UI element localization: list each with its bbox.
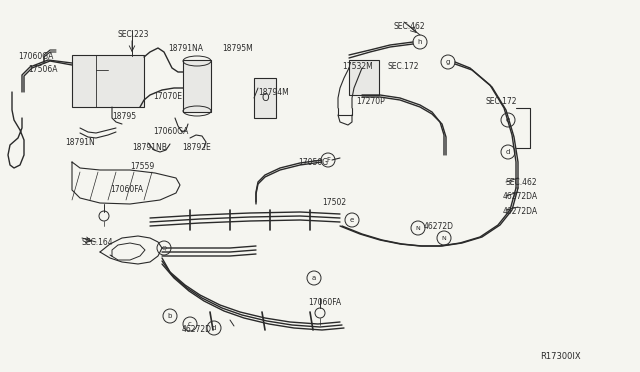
Text: 17270P: 17270P xyxy=(356,97,385,106)
Text: a: a xyxy=(312,275,316,281)
Text: 17050G: 17050G xyxy=(298,158,328,167)
Text: 17559: 17559 xyxy=(130,162,154,171)
Text: SEC.462: SEC.462 xyxy=(506,178,538,187)
Text: 18791NB: 18791NB xyxy=(132,143,167,152)
Text: b: b xyxy=(168,313,172,319)
Text: O: O xyxy=(261,93,269,103)
Text: 46272D: 46272D xyxy=(182,325,212,334)
Bar xyxy=(254,78,276,118)
Text: N: N xyxy=(415,225,420,231)
Text: e: e xyxy=(350,217,354,223)
Text: c: c xyxy=(188,321,192,327)
Text: 46272DA: 46272DA xyxy=(503,207,538,216)
Text: 46272DA: 46272DA xyxy=(503,192,538,201)
Text: SEC.223: SEC.223 xyxy=(118,30,150,39)
Bar xyxy=(183,60,211,112)
Text: 17060GA: 17060GA xyxy=(153,127,188,136)
Text: 18795: 18795 xyxy=(112,112,136,121)
Text: 46272D: 46272D xyxy=(424,222,454,231)
Text: 17506A: 17506A xyxy=(28,65,58,74)
Text: 17070E: 17070E xyxy=(153,92,182,101)
Bar xyxy=(349,60,379,95)
Text: 18794M: 18794M xyxy=(258,88,289,97)
Text: 17060GA: 17060GA xyxy=(18,52,53,61)
Text: 18791N: 18791N xyxy=(65,138,95,147)
Text: F: F xyxy=(326,157,330,163)
Text: SEC.462: SEC.462 xyxy=(394,22,426,31)
Text: d: d xyxy=(506,149,510,155)
Text: 18791NA: 18791NA xyxy=(168,44,203,53)
Text: 18792E: 18792E xyxy=(182,143,211,152)
Text: d: d xyxy=(212,325,216,331)
Text: SEC.164: SEC.164 xyxy=(82,238,114,247)
Text: Q: Q xyxy=(161,246,166,250)
Text: 18795M: 18795M xyxy=(222,44,253,53)
Text: 17502: 17502 xyxy=(322,198,346,207)
Text: 17060FA: 17060FA xyxy=(110,185,143,194)
Text: 17060FA: 17060FA xyxy=(308,298,341,307)
Text: g: g xyxy=(446,59,450,65)
Text: SEC.172: SEC.172 xyxy=(388,62,419,71)
Text: SEC.172: SEC.172 xyxy=(486,97,518,106)
Text: h: h xyxy=(418,39,422,45)
Bar xyxy=(72,55,144,107)
Text: R17300IX: R17300IX xyxy=(540,352,580,361)
Text: N: N xyxy=(442,235,446,241)
Text: 17532M: 17532M xyxy=(342,62,372,71)
Text: e: e xyxy=(506,117,510,123)
